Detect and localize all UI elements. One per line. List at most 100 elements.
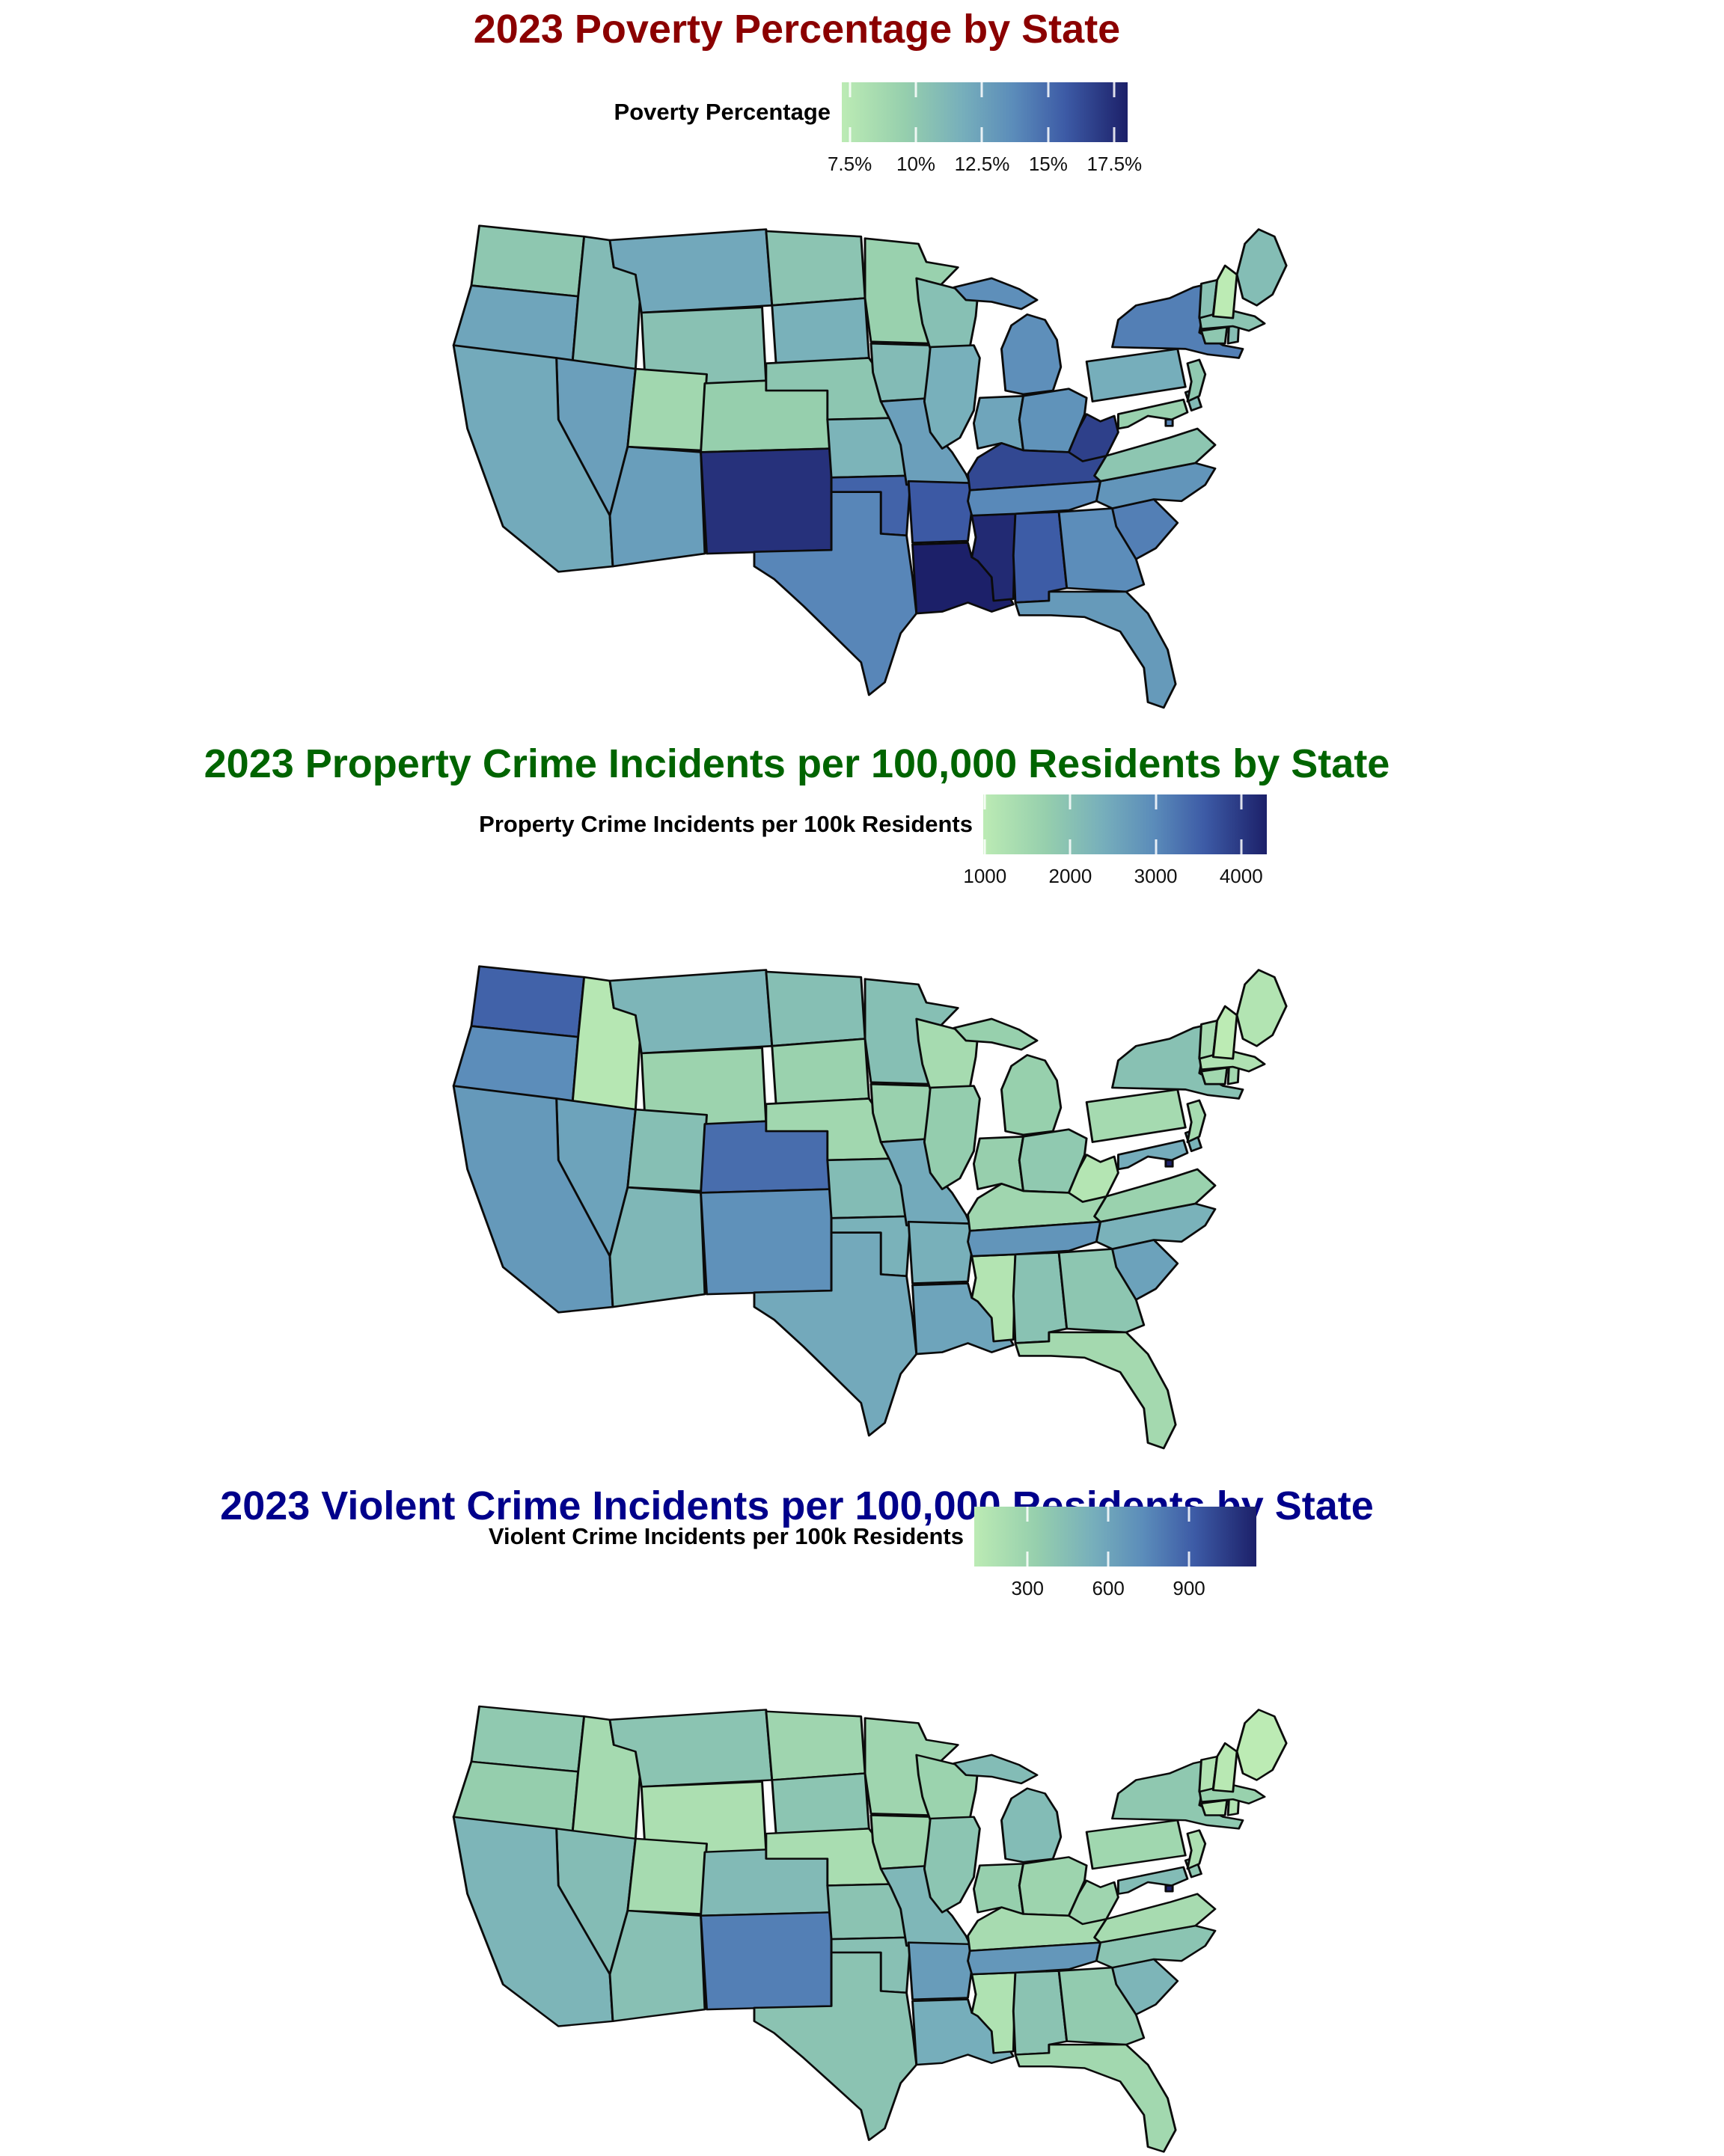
colorbar-tick-mark — [1155, 839, 1158, 854]
state-AL — [1012, 1970, 1069, 2056]
violent-crime-colorbar-tick-labels: 300 600 900 — [974, 1577, 1256, 1602]
state-IL — [923, 344, 981, 450]
state-TX — [753, 491, 918, 696]
state-DC — [1164, 1884, 1174, 1893]
colorbar-tick-label: 900 — [1173, 1577, 1205, 1599]
state-UT — [626, 1108, 708, 1192]
colorbar-tick-mark — [849, 127, 852, 142]
state-NC — [1095, 462, 1217, 509]
violent-crime-title: 2023 Violent Crime Incidents per 100,000… — [220, 1483, 1374, 1528]
state-PA — [1085, 348, 1187, 402]
state-WA — [470, 1705, 586, 1773]
colorbar-tick-mark — [1026, 1507, 1029, 1522]
colorbar-tick-mark — [983, 839, 986, 854]
state-WV — [1067, 413, 1119, 462]
state-UT — [626, 1837, 708, 1915]
colorbar-tick-label: 600 — [1092, 1577, 1125, 1599]
state-NH — [1211, 264, 1238, 319]
colorbar-tick-mark — [1047, 82, 1050, 97]
colorbar-tick-mark — [1113, 127, 1116, 142]
colorbar-tick-mark — [1155, 794, 1158, 809]
state-NC — [1095, 1202, 1217, 1250]
colorbar-tick-label: 3000 — [1134, 865, 1178, 887]
colorbar-tick-mark — [980, 127, 983, 142]
state-WV — [1067, 1879, 1119, 1926]
colorbar-tick-mark — [1240, 794, 1243, 809]
state-ME — [1235, 228, 1288, 307]
state-IN — [972, 1863, 1024, 1915]
state-TX — [753, 1951, 918, 2141]
state-MI — [953, 277, 1039, 310]
colorbar-tick-mark — [1026, 1552, 1029, 1567]
state-DC — [1164, 1159, 1174, 1168]
colorbar-tick-mark — [1047, 127, 1050, 142]
violent-crime-colorbar-label: Violent Crime Incidents per 100k Residen… — [488, 1523, 964, 1549]
colorbar-tick-mark — [1187, 1507, 1190, 1522]
state-AL — [1012, 511, 1069, 604]
property-crime-us-map — [438, 959, 1298, 1453]
colorbar-tick-mark — [1113, 82, 1116, 97]
poverty-us-map — [438, 218, 1298, 712]
state-WA — [470, 224, 586, 298]
colorbar-tick-mark — [1107, 1507, 1110, 1522]
property-crime-colorbar-label: Property Crime Incidents per 100k Reside… — [479, 811, 973, 837]
state-NM — [700, 447, 833, 555]
state-NH — [1211, 1005, 1238, 1060]
property-crime-title: 2023 Property Crime Incidents per 100,00… — [204, 741, 1390, 786]
state-IN — [972, 395, 1024, 452]
state-TX — [753, 1231, 918, 1437]
state-ND — [765, 1710, 866, 1781]
colorbar-tick-mark — [1107, 1552, 1110, 1567]
colorbar-tick-label: 300 — [1011, 1577, 1044, 1599]
state-SD — [771, 297, 870, 365]
colorbar-tick-label: 7.5% — [827, 153, 872, 175]
colorbar-tick-mark — [1240, 839, 1243, 854]
state-VA — [1093, 427, 1217, 483]
colorbar-tick-mark — [914, 127, 917, 142]
state-ND — [765, 230, 866, 307]
colorbar-tick-mark — [849, 82, 852, 97]
state-AZ — [608, 1186, 706, 1308]
state-NM — [700, 1188, 833, 1296]
colorbar-tick-mark — [1187, 1552, 1190, 1567]
state-UT — [626, 367, 708, 452]
state-ME — [1235, 1709, 1288, 1781]
poverty-colorbar-tick-labels: 7.5% 10% 12.5% 15% 17.5% — [828, 153, 1142, 178]
state-NJ — [1186, 1099, 1207, 1143]
state-WA — [470, 965, 586, 1038]
state-IL — [923, 1085, 981, 1190]
colorbar-tick-label: 4000 — [1219, 865, 1263, 887]
state-NM — [700, 1911, 833, 2011]
state-MI — [1000, 1787, 1063, 1863]
colorbar-tick-label: 2000 — [1048, 865, 1092, 887]
poverty-title: 2023 Poverty Percentage by State — [473, 7, 1121, 52]
us-states-svg — [452, 1705, 1288, 2153]
state-ME — [1235, 969, 1288, 1047]
state-IN — [972, 1136, 1024, 1192]
colorbar-tick-label: 10% — [896, 153, 936, 175]
state-IL — [923, 1816, 981, 1914]
state-MD — [1116, 1139, 1189, 1171]
state-SD — [771, 1772, 870, 1835]
state-MI — [1000, 313, 1063, 396]
state-WV — [1067, 1154, 1119, 1203]
state-PA — [1085, 1819, 1187, 1870]
colorbar-tick-mark — [980, 82, 983, 97]
state-FL — [1014, 2043, 1177, 2153]
state-AL — [1012, 1252, 1069, 1344]
colorbar-tick-mark — [1069, 794, 1072, 809]
state-PA — [1085, 1088, 1187, 1143]
state-MI — [953, 1754, 1039, 1785]
colorbar-tick-label: 12.5% — [954, 153, 1010, 175]
state-NJ — [1186, 358, 1207, 402]
state-SD — [771, 1038, 870, 1106]
state-VA — [1093, 1893, 1217, 1944]
colorbar-tick-label: 15% — [1028, 153, 1068, 175]
state-MD — [1116, 1866, 1189, 1895]
us-states-svg — [452, 224, 1288, 709]
state-AR — [907, 1941, 975, 2000]
state-NH — [1211, 1742, 1238, 1793]
colorbar-tick-mark — [1069, 839, 1072, 854]
state-FL — [1014, 1331, 1177, 1450]
property-crime-colorbar-gradient — [983, 794, 1267, 854]
